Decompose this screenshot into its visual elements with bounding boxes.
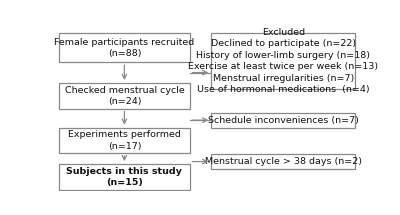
Text: Menstrual cycle > 38 days (n=2): Menstrual cycle > 38 days (n=2): [205, 157, 362, 166]
Text: Experiments performed
(n=17): Experiments performed (n=17): [68, 130, 181, 151]
Text: Female participants recruited
(n=88): Female participants recruited (n=88): [54, 37, 194, 58]
FancyBboxPatch shape: [211, 113, 355, 128]
FancyBboxPatch shape: [211, 154, 355, 169]
Text: Excluded
Declined to participate (n=22)
History of lower-limb surgery (n=18)
Exe: Excluded Declined to participate (n=22) …: [188, 28, 378, 94]
Text: Subjects in this study
(n=15): Subjects in this study (n=15): [66, 167, 182, 187]
FancyBboxPatch shape: [211, 33, 355, 89]
Text: Schedule inconveniences (n=7): Schedule inconveniences (n=7): [208, 116, 359, 125]
Text: Checked menstrual cycle
(n=24): Checked menstrual cycle (n=24): [64, 86, 184, 106]
FancyBboxPatch shape: [59, 33, 190, 62]
FancyBboxPatch shape: [59, 83, 190, 109]
FancyBboxPatch shape: [59, 164, 190, 190]
FancyBboxPatch shape: [59, 128, 190, 153]
